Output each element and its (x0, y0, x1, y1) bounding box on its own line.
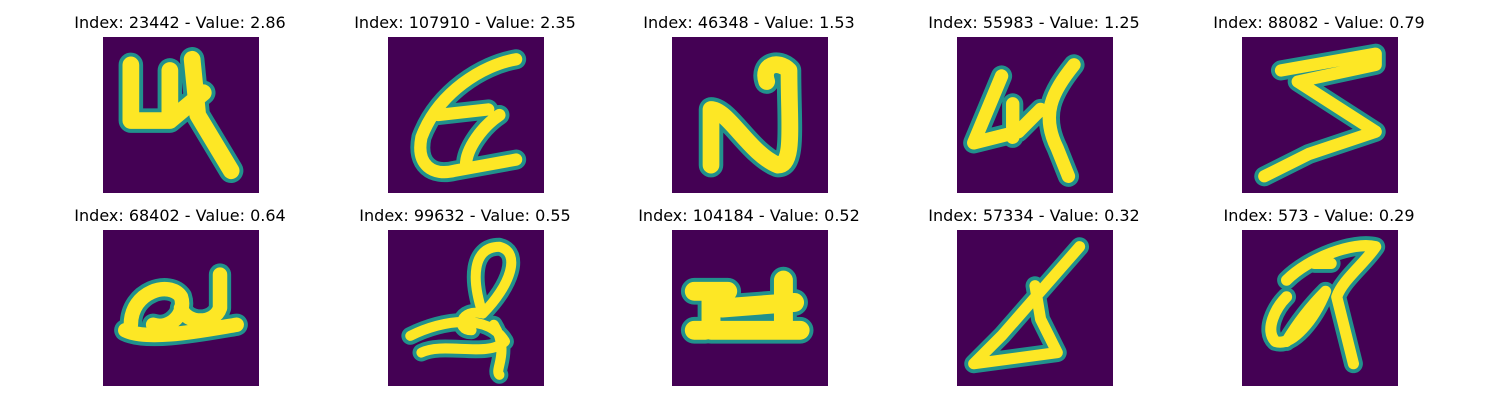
glyph-image-10 (1242, 230, 1398, 386)
glyph-image-8 (672, 230, 828, 386)
image-panel-1 (103, 37, 259, 193)
panel-title-9: Index: 57334 - Value: 0.32 (928, 206, 1140, 225)
image-panel-6 (103, 230, 259, 386)
panel-title-5: Index: 88082 - Value: 0.79 (1213, 13, 1425, 32)
image-panel-9 (957, 230, 1113, 386)
panel-title-10: Index: 573 - Value: 0.29 (1223, 206, 1415, 225)
panel-title-6: Index: 68402 - Value: 0.64 (74, 206, 286, 225)
image-panel-8 (672, 230, 828, 386)
panel-title-7: Index: 99632 - Value: 0.55 (359, 206, 571, 225)
glyph-image-6 (103, 230, 259, 386)
panel-title-8: Index: 104184 - Value: 0.52 (638, 206, 860, 225)
glyph-image-4 (957, 37, 1113, 193)
panel-title-3: Index: 46348 - Value: 1.53 (643, 13, 855, 32)
image-panel-3 (672, 37, 828, 193)
glyph-image-9 (957, 230, 1113, 386)
glyph-image-7 (388, 230, 544, 386)
glyph-image-2 (388, 37, 544, 193)
glyph-image-5 (1242, 37, 1398, 193)
glyph-image-1 (103, 37, 259, 193)
glyph-image-3 (672, 37, 828, 193)
panel-title-2: Index: 107910 - Value: 2.35 (354, 13, 576, 32)
image-panel-5 (1242, 37, 1398, 193)
image-panel-10 (1242, 230, 1398, 386)
image-panel-7 (388, 230, 544, 386)
panel-title-4: Index: 55983 - Value: 1.25 (928, 13, 1140, 32)
image-panel-2 (388, 37, 544, 193)
panel-title-1: Index: 23442 - Value: 2.86 (74, 13, 286, 32)
image-panel-4 (957, 37, 1113, 193)
